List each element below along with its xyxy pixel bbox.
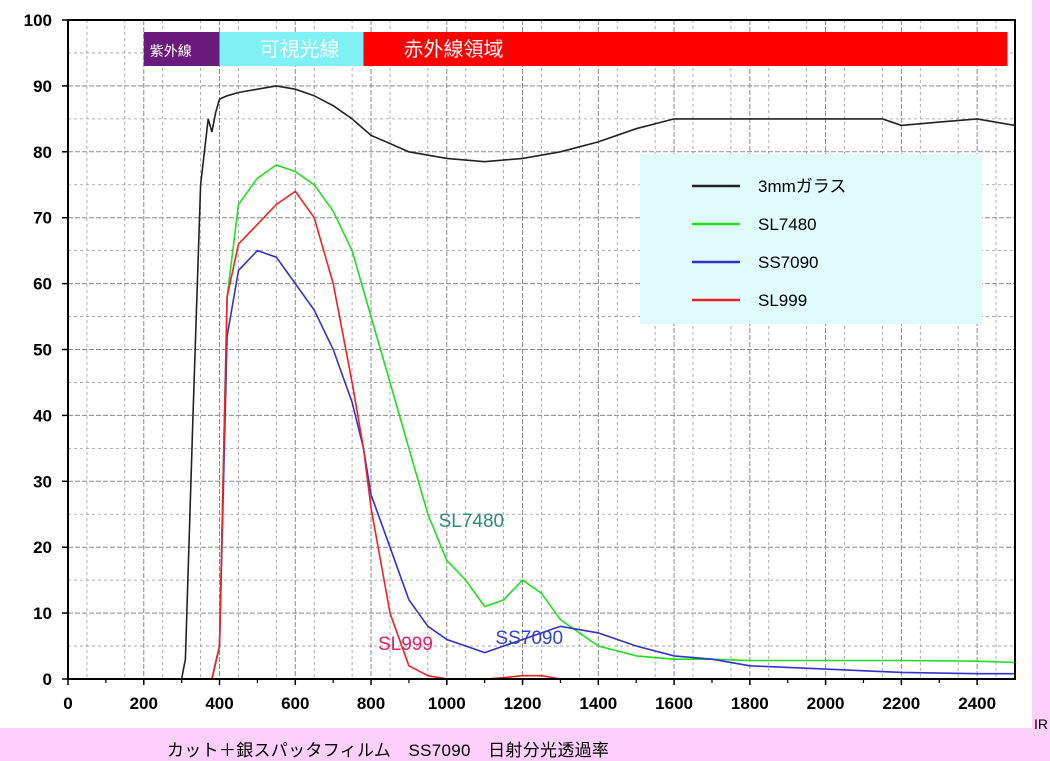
annotation-SL7480: SL7480 <box>439 511 505 532</box>
band-紫外線 <box>143 32 220 66</box>
y-tick-label: 60 <box>33 275 52 294</box>
legend-box <box>640 154 982 324</box>
x-tick-label: 1800 <box>731 694 769 713</box>
chart-caption: カット＋銀スパッタフィルム SS7090 日射分光透過率 <box>167 741 610 760</box>
series-line-3mmガラス <box>143 85 1016 680</box>
y-tick-label: 30 <box>33 472 52 491</box>
x-tick-label: 1600 <box>655 694 693 713</box>
y-tick-label: 0 <box>43 670 52 689</box>
x-tick-label: 2200 <box>882 694 920 713</box>
legend-label: 3mmガラス <box>758 177 846 196</box>
y-tick-label: 10 <box>33 604 52 623</box>
x-tick-label: 1400 <box>579 694 617 713</box>
x-tick-label: 2400 <box>958 694 996 713</box>
x-tick-label: 400 <box>205 694 233 713</box>
y-tick-label: 20 <box>33 538 52 557</box>
x-tick-label: 2000 <box>807 694 845 713</box>
series-line-SS7090 <box>200 249 1015 680</box>
legend-label: SL7480 <box>758 215 817 234</box>
y-tick-label: 100 <box>24 11 52 30</box>
x-tick-label: 200 <box>130 694 158 713</box>
x-tick-label: 0 <box>63 694 72 713</box>
y-tick-label: 90 <box>33 77 52 96</box>
series-line-SL999 <box>200 190 1015 680</box>
legend-label: SL999 <box>758 291 807 310</box>
x-tick-label: 800 <box>357 694 385 713</box>
band-赤外線領域 <box>363 32 1008 66</box>
band-可視光線 <box>219 32 364 66</box>
legend-label: SS7090 <box>758 253 819 272</box>
x-tick-label: 1000 <box>428 694 466 713</box>
y-tick-label: 70 <box>33 209 52 228</box>
y-tick-label: 50 <box>33 341 52 360</box>
y-tick-label: 40 <box>33 406 52 425</box>
x-axis-unit-label: IR <box>1034 716 1048 732</box>
x-tick-label: 1200 <box>504 694 542 713</box>
annotation-SL999: SL999 <box>378 634 433 655</box>
y-tick-label: 80 <box>33 143 52 162</box>
band-label: 可視光線 <box>260 37 340 61</box>
band-label: 紫外線 <box>150 44 192 60</box>
x-tick-label: 600 <box>281 694 309 713</box>
band-label: 赤外線領域 <box>403 37 503 61</box>
annotation-SS7090: SS7090 <box>495 628 563 649</box>
chart-panel: 紫外線 可視光線 赤外線領域 0 200 400 600 800 1000 1200 1400 160… <box>0 0 1032 728</box>
